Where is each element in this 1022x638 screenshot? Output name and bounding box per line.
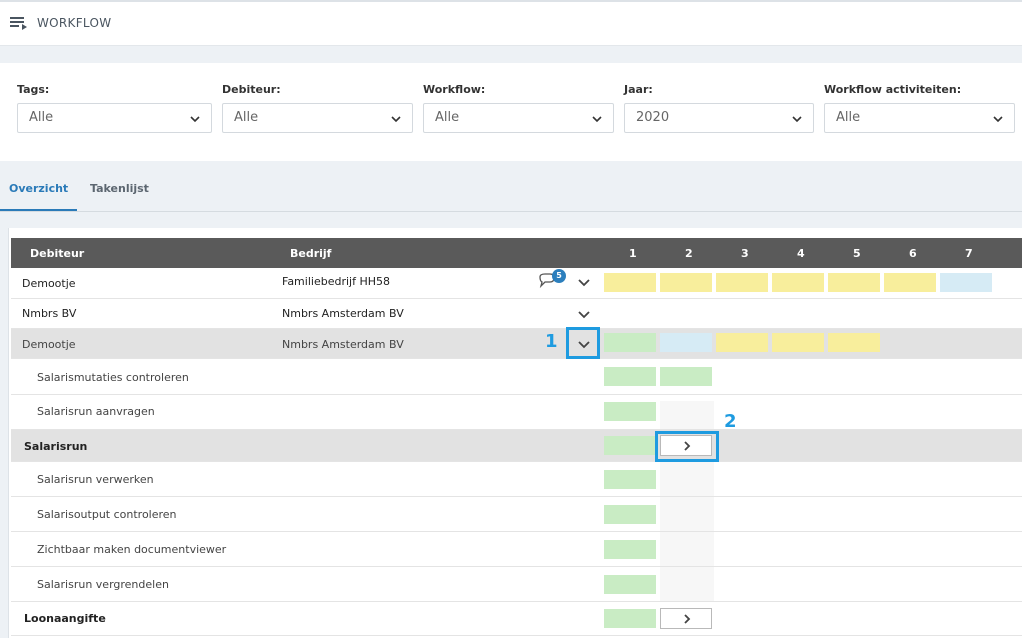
cell-bedrijf: Familiebedrijf HH58 — [282, 275, 390, 288]
chevron-down-icon — [190, 116, 200, 123]
tab-takenlijst[interactable]: Takenlijst — [90, 182, 149, 195]
status-cell-period-7[interactable] — [940, 273, 992, 292]
activity-label: Salarisoutput controleren — [37, 508, 177, 521]
header-period-4: 4 — [797, 247, 805, 260]
header-period-5: 5 — [853, 247, 861, 260]
status-cell-period-3[interactable] — [716, 273, 768, 292]
status-cell-period-6[interactable] — [884, 273, 936, 292]
list-item: Zichtbaar maken documentviewer — [11, 533, 1022, 567]
status-cell-period-2[interactable] — [660, 273, 712, 292]
chevron-down-icon — [592, 116, 602, 123]
chevron-right-icon — [684, 441, 691, 451]
list-item: Salarisrun aanvragen — [11, 395, 1022, 430]
header-debiteur: Debiteur — [30, 247, 85, 260]
status-cell-period-5[interactable] — [828, 273, 880, 292]
filter-jaar: Jaar: 2020 — [624, 83, 814, 133]
page-title: WORKFLOW — [37, 16, 112, 30]
status-cell-period-1[interactable] — [604, 273, 656, 292]
status-cell-period-2[interactable] — [660, 367, 712, 386]
filter-label: Debiteur: — [222, 83, 281, 96]
filter-bar: Tags: Alle Debiteur: Alle Workflow: Alle… — [0, 63, 1022, 161]
select-value: Alle — [435, 110, 460, 125]
menu-icon[interactable] — [10, 15, 28, 31]
table-row: Nmbrs BV Nmbrs Amsterdam BV — [11, 299, 1022, 329]
tags-select[interactable]: Alle — [17, 103, 212, 133]
select-value: 2020 — [636, 110, 670, 125]
annotation-number-2: 2 — [724, 411, 737, 432]
chevron-down-icon — [993, 116, 1003, 123]
next-button[interactable] — [660, 608, 712, 629]
chevron-down-icon — [391, 116, 401, 123]
select-value: Alle — [29, 110, 54, 125]
status-cell-period-3[interactable] — [716, 333, 768, 352]
chevron-down-icon — [792, 116, 802, 123]
workflow-activiteiten-select[interactable]: Alle — [824, 103, 1015, 133]
workflow-select[interactable]: Alle — [423, 103, 614, 133]
table-header: Debiteur Bedrijf 1 2 3 4 5 6 7 — [11, 238, 1022, 268]
activity-group-label: Salarisrun — [24, 440, 88, 453]
list-item: Salarisrun vergrendelen — [11, 568, 1022, 602]
annotation-number-1: 1 — [545, 331, 558, 352]
cell-debiteur: Nmbrs BV — [22, 307, 77, 320]
list-item-group: Salarisrun — [11, 430, 1022, 462]
select-value: Alle — [836, 110, 861, 125]
filter-tags: Tags: Alle — [17, 83, 212, 133]
chevron-down-icon[interactable] — [577, 337, 591, 351]
header-period-6: 6 — [909, 247, 917, 260]
status-cell-period-1[interactable] — [604, 575, 656, 594]
filter-label: Workflow activiteiten: — [824, 83, 962, 96]
status-cell-period-1[interactable] — [604, 609, 656, 628]
status-cell-period-1[interactable] — [604, 402, 656, 421]
cell-bedrijf: Nmbrs Amsterdam BV — [282, 307, 404, 320]
cell-debiteur: Demootje — [22, 338, 76, 351]
header-period-3: 3 — [741, 247, 749, 260]
tab-overzicht[interactable]: Overzicht — [0, 182, 78, 211]
filter-debiteur: Debiteur: Alle — [222, 83, 413, 133]
filter-label: Jaar: — [624, 83, 653, 96]
header-period-2: 2 — [685, 247, 693, 260]
filter-workflow-activiteiten: Workflow activiteiten: Alle — [824, 83, 1015, 133]
debiteur-select[interactable]: Alle — [222, 103, 413, 133]
chevron-down-icon[interactable] — [577, 307, 591, 321]
activity-label: Salarismutaties controleren — [37, 371, 189, 384]
status-cell-period-5[interactable] — [828, 333, 880, 352]
status-cell-period-1[interactable] — [604, 333, 656, 352]
activity-group-label: Loonaangifte — [24, 612, 106, 625]
annotation-highlight-2 — [655, 431, 719, 462]
select-value: Alle — [234, 110, 259, 125]
jaar-select[interactable]: 2020 — [624, 103, 814, 133]
list-item: Salarisrun verwerken — [11, 463, 1022, 497]
cell-bedrijf: Nmbrs Amsterdam BV — [282, 338, 404, 351]
header-bedrijf: Bedrijf — [290, 247, 332, 260]
next-button[interactable] — [660, 435, 712, 456]
annotation-highlight-1 — [566, 327, 600, 359]
status-cell-period-1[interactable] — [604, 367, 656, 386]
filter-label: Tags: — [17, 83, 50, 96]
table-row: Demootje Familiebedrijf HH58 — [11, 268, 1022, 299]
status-cell-period-4[interactable] — [772, 333, 824, 352]
filter-label: Workflow: — [423, 83, 486, 96]
status-cell-period-1[interactable] — [604, 436, 656, 455]
status-cell-period-1[interactable] — [604, 505, 656, 524]
activity-label: Salarisrun aanvragen — [37, 405, 155, 418]
activity-label: Salarisrun vergrendelen — [37, 578, 169, 591]
status-cell-period-1[interactable] — [604, 540, 656, 559]
activity-label: Zichtbaar maken documentviewer — [37, 543, 227, 556]
tab-bar: Overzicht Takenlijst — [0, 174, 1022, 212]
comment-count-badge: 5 — [552, 269, 566, 283]
chevron-right-icon — [684, 614, 691, 624]
list-item: Salarismutaties controleren — [11, 360, 1022, 395]
cell-debiteur: Demootje — [22, 277, 76, 290]
list-item-group: Loonaangifte — [11, 603, 1022, 636]
list-item: Salarisoutput controleren — [11, 498, 1022, 532]
activity-label: Salarisrun verwerken — [37, 473, 154, 486]
status-cell-period-2[interactable] — [660, 333, 712, 352]
status-cell-period-4[interactable] — [772, 273, 824, 292]
header-period-7: 7 — [965, 247, 973, 260]
chevron-down-icon[interactable] — [577, 275, 591, 289]
header-period-1: 1 — [629, 247, 637, 260]
top-bar: WORKFLOW — [0, 0, 1022, 46]
filter-workflow: Workflow: Alle — [423, 83, 614, 133]
status-cell-period-1[interactable] — [604, 470, 656, 489]
